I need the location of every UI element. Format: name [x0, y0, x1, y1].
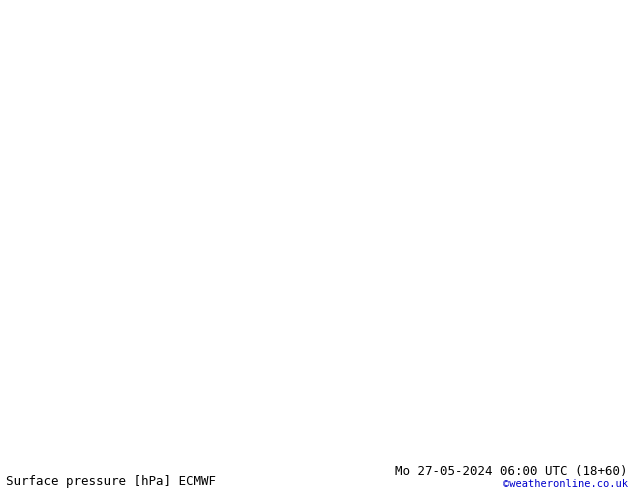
Text: Surface pressure [hPa] ECMWF: Surface pressure [hPa] ECMWF [6, 474, 216, 488]
Text: Mo 27-05-2024 06:00 UTC (18+60): Mo 27-05-2024 06:00 UTC (18+60) [395, 465, 628, 478]
Text: ©weatheronline.co.uk: ©weatheronline.co.uk [503, 479, 628, 489]
